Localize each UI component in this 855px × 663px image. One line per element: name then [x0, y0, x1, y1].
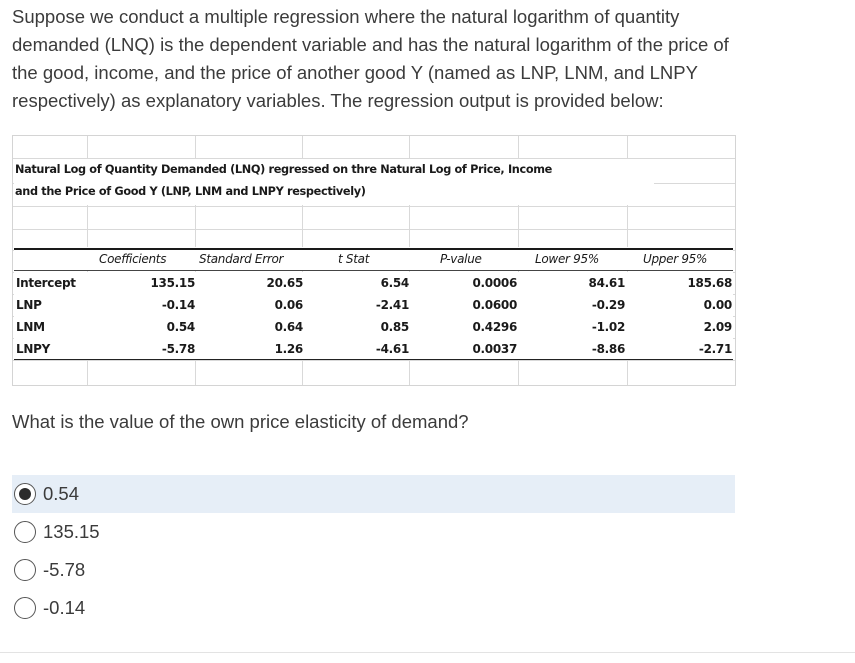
table-cell: 0.06 — [274, 298, 304, 312]
table-cell: -0.14 — [161, 298, 195, 312]
row-label-intercept: Intercept — [16, 276, 76, 290]
answer-option-label: 0.54 — [43, 483, 80, 504]
row-label-lnpy: LNPY — [16, 342, 50, 356]
table-cell: -5.78 — [161, 342, 195, 356]
col-header-t-stat: t Stat — [338, 252, 370, 266]
table-cell: 0.0006 — [472, 276, 517, 290]
table-cell: 0.0037 — [472, 342, 517, 356]
table-cell: -2.41 — [375, 298, 409, 312]
table-cell: 135.15 — [150, 276, 195, 290]
answer-option-label: -0.14 — [43, 597, 86, 618]
table-cell: 1.26 — [274, 342, 304, 356]
divider — [0, 652, 855, 653]
table-cell: 20.65 — [266, 276, 304, 290]
table-cell: 0.64 — [274, 320, 304, 334]
table-cell: -0.29 — [591, 298, 625, 312]
table-cell: -2.71 — [698, 342, 732, 356]
radio-icon[interactable] — [14, 559, 36, 581]
col-header-upper-95: Upper 95% — [643, 252, 708, 266]
col-header-lower-95: Lower 95% — [535, 252, 599, 266]
table-cell: 0.00 — [703, 298, 733, 312]
table-cell: 2.09 — [703, 320, 733, 334]
col-header-p-value: P-value — [440, 252, 482, 266]
answer-option-1[interactable]: 135.15 — [12, 513, 735, 551]
question-prompt: What is the value of the own price elast… — [12, 411, 469, 432]
col-header-coefficients: Coefficients — [99, 252, 167, 266]
table-cell: 0.4296 — [472, 320, 517, 334]
answer-option-3[interactable]: -0.14 — [12, 589, 735, 627]
answer-option-label: 135.15 — [43, 521, 100, 542]
answer-option-0[interactable]: 0.54 — [12, 475, 735, 513]
radio-icon[interactable] — [14, 597, 36, 619]
radio-icon[interactable] — [14, 521, 36, 543]
table-cell: -4.61 — [375, 342, 409, 356]
table-cell: 0.54 — [166, 320, 196, 334]
answer-option-label: -5.78 — [43, 559, 86, 580]
table-cell: 84.61 — [588, 276, 626, 290]
table-title-line-2: and the Price of Good Y (LNP, LNM and LN… — [15, 185, 366, 198]
table-cell: 0.0600 — [472, 298, 517, 312]
table-cell: 185.68 — [687, 276, 732, 290]
answer-option-2[interactable]: -5.78 — [12, 551, 735, 589]
regression-output-image: Natural Log of Quantity Demanded (LNQ) r… — [12, 135, 736, 386]
table-cell: 6.54 — [380, 276, 410, 290]
table-cell: 0.85 — [380, 320, 410, 334]
radio-selected-icon[interactable] — [14, 483, 36, 505]
row-label-lnp: LNP — [16, 298, 42, 312]
question-text: Suppose we conduct a multiple regression… — [12, 6, 729, 111]
table-cell: -8.86 — [591, 342, 625, 356]
table-cell: -1.02 — [591, 320, 625, 334]
table-title-line-1: Natural Log of Quantity Demanded (LNQ) r… — [15, 163, 552, 176]
col-header-standard-error: Standard Error — [199, 252, 284, 266]
row-label-lnm: LNM — [16, 320, 45, 334]
